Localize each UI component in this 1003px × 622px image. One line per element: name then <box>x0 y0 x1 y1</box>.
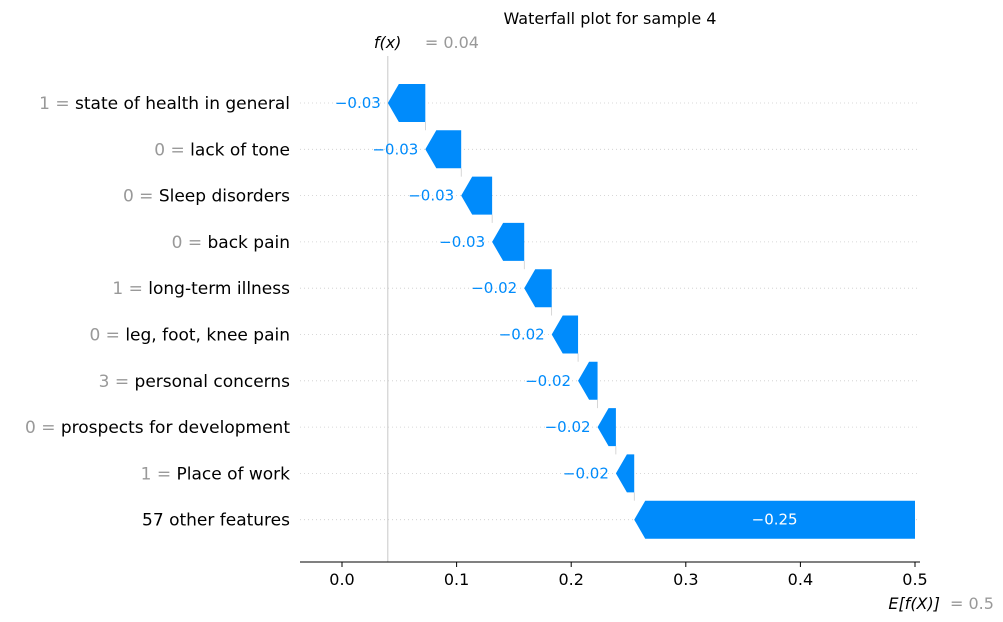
contribution-bar <box>634 500 915 539</box>
feature-name: state of health in general <box>75 94 290 114</box>
x-tick-label: 0.3 <box>673 570 698 589</box>
feature-label: 0 = Sleep disorders <box>123 187 290 207</box>
contribution-label: −0.02 <box>563 464 609 482</box>
contribution-label: −0.02 <box>545 418 591 436</box>
contribution-label: −0.02 <box>471 279 517 297</box>
feature-name: long-term illness <box>148 279 290 299</box>
chart-title: Waterfall plot for sample 4 <box>504 9 717 28</box>
x-tick-label: 0.4 <box>788 570 813 589</box>
contribution-label: −0.02 <box>525 372 571 390</box>
feature-label: 1 = long-term illness <box>112 279 290 299</box>
feature-value: 0 = <box>89 326 125 346</box>
contribution-bar <box>597 408 616 447</box>
feature-rows: 1 = state of health in general −0.03 0 = l… <box>25 84 920 539</box>
feature-value: 0 = <box>25 418 61 438</box>
contribution-label: −0.03 <box>372 140 418 158</box>
contribution-bar <box>425 130 462 169</box>
feature-value: 1 = <box>39 94 75 114</box>
contribution-label: −0.02 <box>499 326 545 344</box>
x-tick-label: 0.1 <box>444 570 469 589</box>
feature-label: 0 = leg, foot, knee pain <box>89 326 290 346</box>
ex-value: = 0.5 <box>950 594 994 613</box>
contribution-bar <box>461 176 493 215</box>
feature-value: 0 = <box>154 140 190 160</box>
feature-name: Place of work <box>176 464 290 484</box>
feature-name: lack of tone <box>190 140 290 160</box>
x-tick-label: 0.5 <box>902 570 927 589</box>
feature-value: 0 = <box>123 187 159 207</box>
contribution-bar <box>551 315 579 354</box>
feature-name: back pain <box>207 233 290 253</box>
ex-label: E[f(X)] <box>888 594 940 613</box>
fx-value: = 0.04 <box>425 33 479 52</box>
feature-name: leg, foot, knee pain <box>125 326 290 346</box>
contribution-bar <box>524 269 552 308</box>
x-tick-label: 0.0 <box>329 570 354 589</box>
fx-annotation: f(x) = 0.04 <box>374 33 479 562</box>
contribution-bar <box>578 361 598 400</box>
feature-value: 1 = <box>112 279 148 299</box>
feature-name: 57 other features <box>142 511 290 531</box>
feature-label: 3 = personal concerns <box>99 372 290 392</box>
contribution-bar <box>387 84 426 122</box>
feature-label: 0 = lack of tone <box>154 140 290 160</box>
x-axis: 0.0 0.1 0.2 0.3 0.4 0.5 <box>300 561 928 589</box>
feature-label: 57 other features <box>142 511 290 531</box>
feature-label: 1 = state of health in general <box>39 94 290 114</box>
feature-value: 1 = <box>141 464 177 484</box>
feature-name: prospects for development <box>61 418 290 438</box>
contribution-label: −0.03 <box>408 187 454 205</box>
feature-value: 3 = <box>99 372 135 392</box>
x-tick-label: 0.2 <box>558 570 583 589</box>
contribution-label: −0.25 <box>752 511 798 529</box>
feature-label: 0 = back pain <box>172 233 290 253</box>
contribution-bar <box>615 454 635 493</box>
feature-value: 0 = <box>172 233 208 253</box>
feature-label: 0 = prospects for development <box>25 418 290 438</box>
expected-value-annotation: E[f(X)] = 0.5 <box>888 594 994 613</box>
contribution-label: −0.03 <box>439 233 485 251</box>
contribution-label: −0.03 <box>335 94 381 112</box>
contribution-bar <box>492 222 525 261</box>
feature-name: Sleep disorders <box>159 187 290 207</box>
feature-label: 1 = Place of work <box>141 464 291 484</box>
feature-name: personal concerns <box>135 372 291 392</box>
fx-label: f(x) <box>374 33 402 52</box>
